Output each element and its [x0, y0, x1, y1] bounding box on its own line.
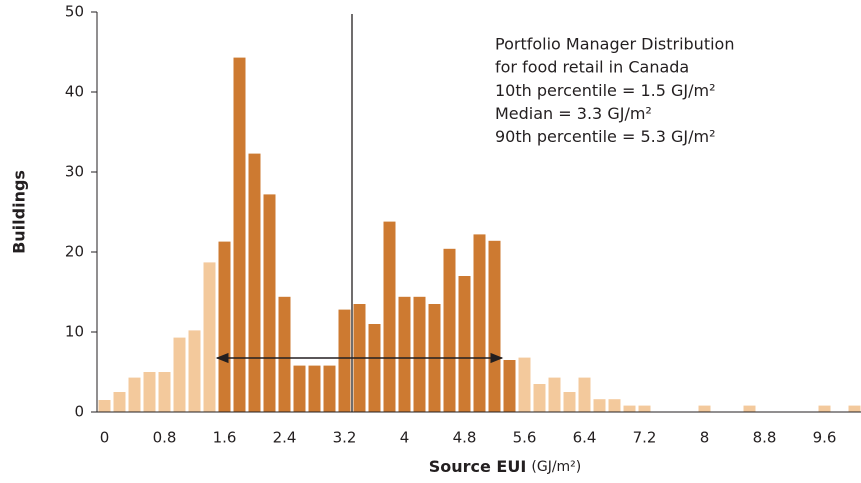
bar: [173, 337, 186, 412]
bar: [578, 377, 591, 412]
y-axis-label: Buildings: [10, 170, 29, 254]
x-tick-label: 1.6: [213, 429, 237, 447]
bar: [113, 392, 126, 412]
y-tick-label: 10: [65, 323, 84, 341]
stat-value: 5.3: [640, 127, 665, 146]
bar: [518, 357, 531, 412]
y-tick-label: 30: [65, 163, 84, 181]
x-axis-label: Source EUI (GJ/m²): [429, 457, 582, 476]
bar: [698, 405, 711, 412]
bar: [128, 377, 141, 412]
bar: [383, 221, 396, 412]
bar: [488, 240, 501, 412]
x-tick-label: 3.2: [333, 429, 357, 447]
bar: [218, 241, 231, 412]
bar: [338, 309, 351, 412]
annotation-stat: Median = 3.3 GJ/m²: [495, 104, 652, 123]
x-tick-label: 4.8: [453, 429, 477, 447]
annotation-line: Portfolio Manager Distribution: [495, 35, 734, 54]
x-tick-label: 0.8: [153, 429, 177, 447]
x-tick-label: 2.4: [273, 429, 297, 447]
bar: [848, 405, 861, 412]
bar: [368, 324, 381, 412]
bar: [323, 365, 336, 412]
stat-label: 10th percentile =: [495, 81, 635, 100]
annotation-stat: 10th percentile = 1.5 GJ/m²: [495, 81, 716, 100]
bar: [743, 405, 756, 412]
x-tick-label: 5.6: [513, 429, 537, 447]
stat-value: 1.5: [640, 81, 665, 100]
y-tick-label: 0: [74, 403, 84, 421]
x-tick-label: 0: [100, 429, 110, 447]
bar: [158, 372, 171, 412]
stat-label: Median =: [495, 104, 572, 123]
bar: [248, 153, 261, 412]
bar: [533, 384, 546, 412]
stat-unit: GJ/m²: [607, 104, 652, 123]
bar: [188, 330, 201, 412]
bar: [548, 377, 561, 412]
bar: [398, 296, 411, 412]
x-tick-label: 4: [400, 429, 410, 447]
bar: [623, 405, 636, 412]
annotation-stat: 90th percentile = 5.3 GJ/m²: [495, 127, 716, 146]
stat-label: 90th percentile =: [495, 127, 635, 146]
y-tick-label: 20: [65, 243, 84, 261]
x-tick-label: 8.8: [753, 429, 777, 447]
bar: [263, 194, 276, 412]
x-tick-label: 6.4: [573, 429, 597, 447]
bar: [503, 360, 516, 412]
x-axis-unit: (GJ/m²): [531, 459, 581, 475]
bar: [98, 400, 111, 412]
bar: [458, 276, 471, 412]
stat-value: 3.3: [577, 104, 602, 123]
bar: [308, 365, 321, 412]
bar: [563, 392, 576, 412]
x-tick-label: 9.6: [813, 429, 837, 447]
bar: [608, 399, 621, 412]
bar: [593, 399, 606, 412]
bar: [473, 234, 486, 412]
stat-unit: GJ/m²: [671, 127, 716, 146]
stat-unit: GJ/m²: [671, 81, 716, 100]
bar: [203, 262, 216, 412]
x-axis-name: Source EUI: [429, 457, 527, 476]
bar: [413, 296, 426, 412]
x-tick-label: 7.2: [633, 429, 657, 447]
y-tick-label: 50: [65, 3, 84, 21]
bar: [233, 57, 246, 412]
bar: [818, 405, 831, 412]
x-tick-label: 8: [700, 429, 710, 447]
bar: [638, 405, 651, 412]
bar: [443, 248, 456, 412]
y-tick-label: 40: [65, 83, 84, 101]
bar: [143, 372, 156, 412]
bar: [278, 296, 291, 412]
bar: [293, 365, 306, 412]
annotation-line: for food retail in Canada: [495, 58, 689, 77]
